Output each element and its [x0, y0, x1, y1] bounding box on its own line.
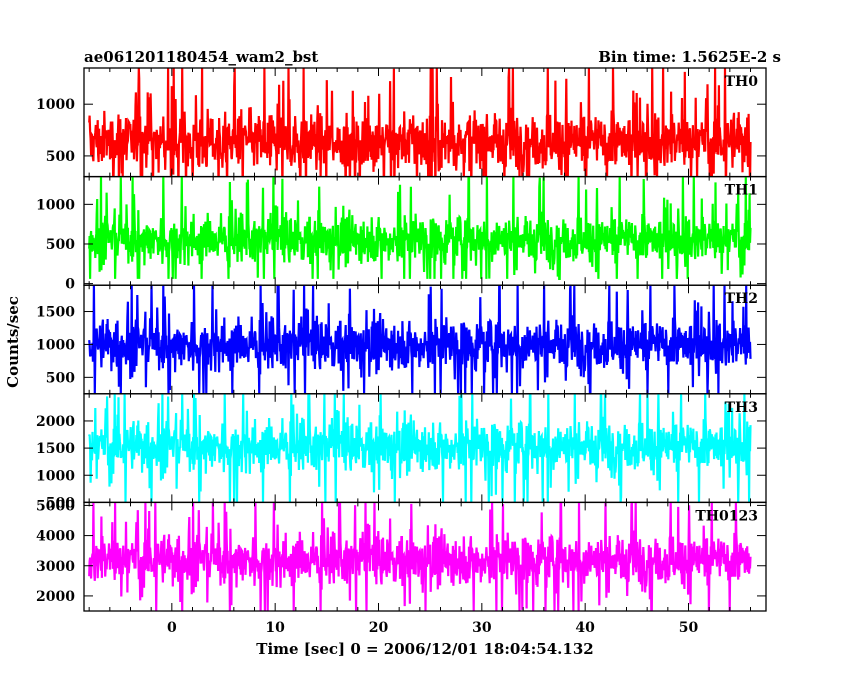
y-tick-label: 500 [46, 237, 75, 253]
y-tick-label: 500 [46, 370, 75, 386]
y-tick-label: 1000 [36, 337, 75, 353]
y-tick-label: 1500 [36, 305, 75, 321]
x-tick-label: 0 [167, 620, 177, 636]
x-axis-title: Time [sec] 0 = 2006/12/01 18:04:54.132 [256, 640, 593, 658]
y-tick-label: 1000 [36, 468, 75, 484]
y-axis-title: Counts/sec [4, 296, 22, 388]
y-tick-label: 0 [65, 277, 75, 293]
y-tick-label: 2000 [36, 414, 75, 430]
panel-label: TH0123 [695, 508, 758, 524]
panel-label: TH3 [725, 400, 758, 416]
y-tick-label: 500 [46, 149, 75, 165]
x-tick-label: 30 [472, 620, 492, 636]
panels-group: 5001000TH005001000TH150010001500TH250010… [36, 67, 767, 636]
chart-title-right: Bin time: 1.5625E-2 s [598, 48, 781, 66]
panel-th2: 500 1000 1500 TH2 [36, 284, 767, 395]
panel-th1: 0 500 1000 TH1 [36, 175, 767, 293]
panel-th0123: 2000 3000 4000 5000 TH0123 [36, 498, 767, 612]
series-line-th2 [88, 285, 752, 394]
y-tick-label: 1000 [36, 197, 75, 213]
series-line-th3 [88, 393, 752, 503]
panel-label: TH2 [725, 291, 758, 307]
series-line-th0123 [88, 502, 752, 611]
y-tick-label: 500 [46, 495, 75, 511]
panel-label: TH1 [725, 183, 758, 199]
panel-th0: 500 1000 TH0 [36, 67, 767, 178]
y-tick-label: 3000 [36, 559, 75, 575]
panel-label: TH0 [725, 74, 759, 90]
x-tick-label: 40 [575, 620, 595, 636]
y-tick-label: 4000 [36, 529, 75, 545]
series-line-th0 [88, 68, 752, 177]
chart-title-left: ae061201180454_wam2_bst [84, 48, 318, 66]
panel-th3: 500 1000 1500 2000 TH3 [36, 393, 767, 511]
y-tick-label: 2000 [36, 589, 75, 605]
panel-frame [83, 501, 767, 612]
x-tick-label: 10 [265, 620, 285, 636]
series-line-th1 [88, 176, 752, 280]
x-tick-label: 20 [369, 620, 389, 636]
y-tick-label: 5000 [36, 498, 75, 514]
y-tick-label: 1000 [36, 97, 75, 113]
y-tick-label: 1500 [36, 441, 75, 457]
x-tick-label: 50 [679, 620, 699, 636]
